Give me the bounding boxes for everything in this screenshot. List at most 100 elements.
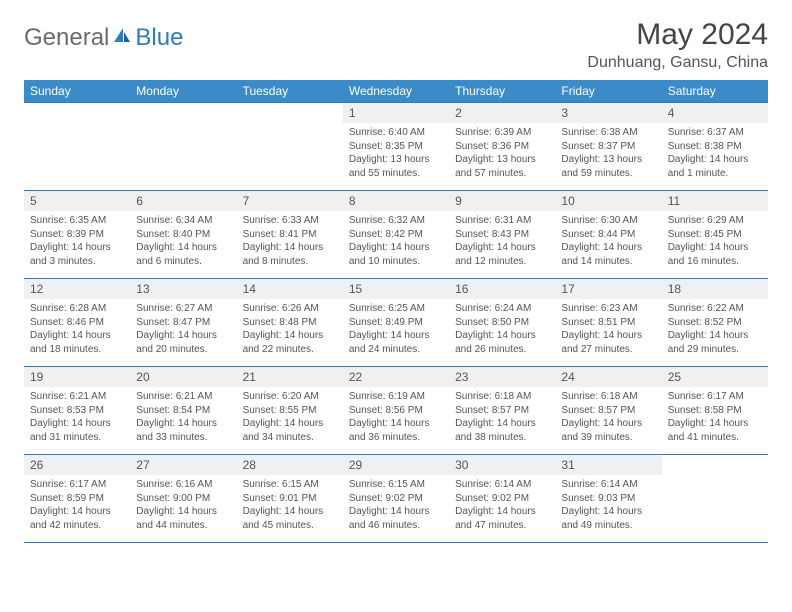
calendar-cell <box>130 103 236 191</box>
day-number <box>237 103 343 109</box>
daylight-text: Daylight: 14 hours and 8 minutes. <box>243 241 337 268</box>
calendar-week: 1Sunrise: 6:40 AMSunset: 8:35 PMDaylight… <box>24 103 768 191</box>
sunrise-text: Sunrise: 6:35 AM <box>30 214 124 228</box>
day-details: Sunrise: 6:20 AMSunset: 8:55 PMDaylight:… <box>237 387 343 448</box>
sunset-text: Sunset: 9:01 PM <box>243 492 337 506</box>
calendar-cell: 11Sunrise: 6:29 AMSunset: 8:45 PMDayligh… <box>662 191 768 279</box>
daylight-text: Daylight: 14 hours and 29 minutes. <box>668 329 762 356</box>
day-number: 16 <box>449 279 555 299</box>
sunset-text: Sunset: 8:38 PM <box>668 140 762 154</box>
day-number: 8 <box>343 191 449 211</box>
sunset-text: Sunset: 8:50 PM <box>455 316 549 330</box>
sunrise-text: Sunrise: 6:38 AM <box>561 126 655 140</box>
daylight-text: Daylight: 14 hours and 44 minutes. <box>136 505 230 532</box>
sunrise-text: Sunrise: 6:26 AM <box>243 302 337 316</box>
sunrise-text: Sunrise: 6:14 AM <box>561 478 655 492</box>
sunset-text: Sunset: 9:02 PM <box>349 492 443 506</box>
calendar-cell: 2Sunrise: 6:39 AMSunset: 8:36 PMDaylight… <box>449 103 555 191</box>
day-details: Sunrise: 6:15 AMSunset: 9:02 PMDaylight:… <box>343 475 449 536</box>
calendar-cell: 26Sunrise: 6:17 AMSunset: 8:59 PMDayligh… <box>24 455 130 543</box>
day-number: 17 <box>555 279 661 299</box>
day-number: 2 <box>449 103 555 123</box>
sunrise-text: Sunrise: 6:22 AM <box>668 302 762 316</box>
calendar-cell: 15Sunrise: 6:25 AMSunset: 8:49 PMDayligh… <box>343 279 449 367</box>
sunrise-text: Sunrise: 6:37 AM <box>668 126 762 140</box>
day-details: Sunrise: 6:40 AMSunset: 8:35 PMDaylight:… <box>343 123 449 184</box>
day-details: Sunrise: 6:14 AMSunset: 9:03 PMDaylight:… <box>555 475 661 536</box>
daylight-text: Daylight: 14 hours and 45 minutes. <box>243 505 337 532</box>
brand-logo: General Blue <box>24 18 183 52</box>
sunrise-text: Sunrise: 6:16 AM <box>136 478 230 492</box>
sunrise-text: Sunrise: 6:17 AM <box>668 390 762 404</box>
day-number: 28 <box>237 455 343 475</box>
calendar-cell: 1Sunrise: 6:40 AMSunset: 8:35 PMDaylight… <box>343 103 449 191</box>
calendar-cell: 10Sunrise: 6:30 AMSunset: 8:44 PMDayligh… <box>555 191 661 279</box>
day-number: 31 <box>555 455 661 475</box>
sunrise-text: Sunrise: 6:23 AM <box>561 302 655 316</box>
calendar-cell: 16Sunrise: 6:24 AMSunset: 8:50 PMDayligh… <box>449 279 555 367</box>
brand-part1: General <box>24 24 109 52</box>
day-header: Friday <box>555 80 661 103</box>
calendar-cell: 9Sunrise: 6:31 AMSunset: 8:43 PMDaylight… <box>449 191 555 279</box>
sunrise-text: Sunrise: 6:21 AM <box>30 390 124 404</box>
daylight-text: Daylight: 14 hours and 3 minutes. <box>30 241 124 268</box>
day-number: 13 <box>130 279 236 299</box>
daylight-text: Daylight: 14 hours and 12 minutes. <box>455 241 549 268</box>
day-number: 29 <box>343 455 449 475</box>
calendar-table: SundayMondayTuesdayWednesdayThursdayFrid… <box>24 80 768 543</box>
day-details: Sunrise: 6:19 AMSunset: 8:56 PMDaylight:… <box>343 387 449 448</box>
day-details: Sunrise: 6:35 AMSunset: 8:39 PMDaylight:… <box>24 211 130 272</box>
sunset-text: Sunset: 8:59 PM <box>30 492 124 506</box>
sunrise-text: Sunrise: 6:17 AM <box>30 478 124 492</box>
day-details: Sunrise: 6:25 AMSunset: 8:49 PMDaylight:… <box>343 299 449 360</box>
day-number: 15 <box>343 279 449 299</box>
day-number: 23 <box>449 367 555 387</box>
sunset-text: Sunset: 8:58 PM <box>668 404 762 418</box>
day-details: Sunrise: 6:24 AMSunset: 8:50 PMDaylight:… <box>449 299 555 360</box>
daylight-text: Daylight: 14 hours and 16 minutes. <box>668 241 762 268</box>
calendar-body: 1Sunrise: 6:40 AMSunset: 8:35 PMDaylight… <box>24 103 768 543</box>
calendar-cell: 28Sunrise: 6:15 AMSunset: 9:01 PMDayligh… <box>237 455 343 543</box>
day-number: 22 <box>343 367 449 387</box>
day-details: Sunrise: 6:29 AMSunset: 8:45 PMDaylight:… <box>662 211 768 272</box>
day-details: Sunrise: 6:39 AMSunset: 8:36 PMDaylight:… <box>449 123 555 184</box>
daylight-text: Daylight: 13 hours and 59 minutes. <box>561 153 655 180</box>
sail-icon <box>112 26 132 51</box>
sunset-text: Sunset: 8:56 PM <box>349 404 443 418</box>
day-number: 6 <box>130 191 236 211</box>
sunset-text: Sunset: 8:49 PM <box>349 316 443 330</box>
calendar-cell: 7Sunrise: 6:33 AMSunset: 8:41 PMDaylight… <box>237 191 343 279</box>
day-header: Monday <box>130 80 236 103</box>
daylight-text: Daylight: 14 hours and 10 minutes. <box>349 241 443 268</box>
sunrise-text: Sunrise: 6:32 AM <box>349 214 443 228</box>
day-number: 10 <box>555 191 661 211</box>
day-details: Sunrise: 6:27 AMSunset: 8:47 PMDaylight:… <box>130 299 236 360</box>
sunset-text: Sunset: 8:57 PM <box>455 404 549 418</box>
sunrise-text: Sunrise: 6:30 AM <box>561 214 655 228</box>
day-details: Sunrise: 6:18 AMSunset: 8:57 PMDaylight:… <box>555 387 661 448</box>
day-number <box>130 103 236 109</box>
calendar-cell: 8 Sunrise: 6:32 AMSunset: 8:42 PMDaylight… <box>343 191 449 279</box>
sunrise-text: Sunrise: 6:14 AM <box>455 478 549 492</box>
day-details: Sunrise: 6:18 AMSunset: 8:57 PMDaylight:… <box>449 387 555 448</box>
day-number: 30 <box>449 455 555 475</box>
day-header: Thursday <box>449 80 555 103</box>
sunset-text: Sunset: 8:42 PM <box>349 228 443 242</box>
calendar-cell <box>24 103 130 191</box>
day-number: 5 <box>24 191 130 211</box>
sunset-text: Sunset: 8:35 PM <box>349 140 443 154</box>
sunrise-text: Sunrise: 6:39 AM <box>455 126 549 140</box>
daylight-text: Daylight: 14 hours and 1 minute. <box>668 153 762 180</box>
sunset-text: Sunset: 9:00 PM <box>136 492 230 506</box>
sunrise-text: Sunrise: 6:40 AM <box>349 126 443 140</box>
daylight-text: Daylight: 14 hours and 49 minutes. <box>561 505 655 532</box>
day-number: 1 <box>343 103 449 123</box>
sunrise-text: Sunrise: 6:18 AM <box>455 390 549 404</box>
daylight-text: Daylight: 14 hours and 38 minutes. <box>455 417 549 444</box>
sunrise-text: Sunrise: 6:20 AM <box>243 390 337 404</box>
day-header-row: SundayMondayTuesdayWednesdayThursdayFrid… <box>24 80 768 103</box>
sunrise-text: Sunrise: 6:29 AM <box>668 214 762 228</box>
calendar-cell: 14Sunrise: 6:26 AMSunset: 8:48 PMDayligh… <box>237 279 343 367</box>
sunset-text: Sunset: 8:44 PM <box>561 228 655 242</box>
day-details: Sunrise: 6:14 AMSunset: 9:02 PMDaylight:… <box>449 475 555 536</box>
